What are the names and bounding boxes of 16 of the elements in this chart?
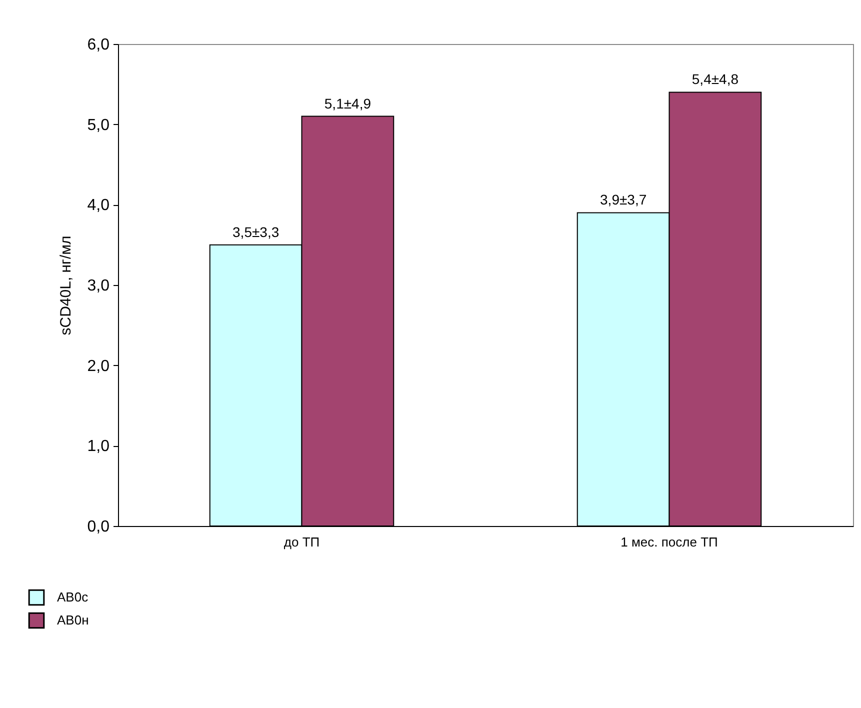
y-tick-label: 4,0 [87,197,110,214]
data-label: 5,4±4,8 [692,71,739,88]
y-tick-label: 2,0 [87,358,110,375]
data-label: 3,5±3,3 [232,224,280,240]
data-label: 5,1±4,9 [324,95,372,112]
y-tick-label: 3,0 [87,278,110,294]
y-tick-label: 5,0 [87,116,110,134]
y-tick-label: 1,0 [87,438,110,456]
y-axis-title: sCD40L, нг/мл [57,236,74,336]
x-tick-label: до ТП [284,534,320,550]
legend-label: AB0c [57,590,89,604]
data-label: 3,9±3,7 [600,192,647,208]
legend-label: AB0н [57,612,89,628]
y-tick-label: 0,0 [87,518,110,536]
y-tick-label: 6,0 [87,36,110,54]
x-tick-label: 1 мес. после ТП [620,534,718,550]
